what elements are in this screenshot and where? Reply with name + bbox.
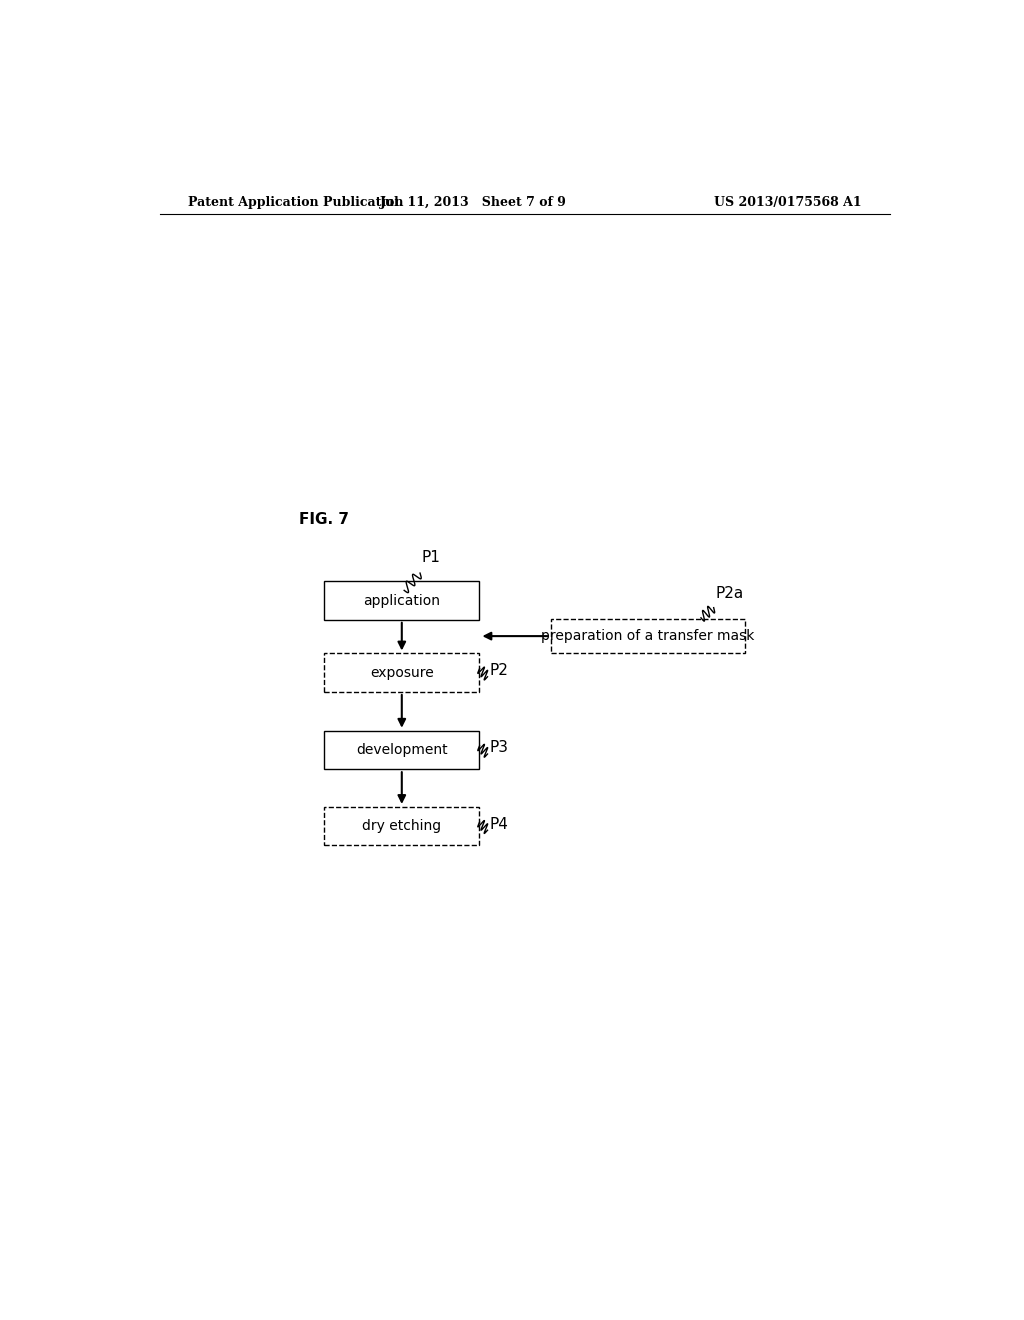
Text: P2a: P2a: [715, 586, 743, 601]
Bar: [325, 581, 479, 620]
Text: exposure: exposure: [370, 665, 434, 680]
Bar: [551, 619, 745, 653]
Bar: [325, 731, 479, 770]
Text: US 2013/0175568 A1: US 2013/0175568 A1: [715, 195, 862, 209]
Text: Jul. 11, 2013   Sheet 7 of 9: Jul. 11, 2013 Sheet 7 of 9: [380, 195, 566, 209]
Text: development: development: [356, 743, 447, 756]
Text: FIG. 7: FIG. 7: [299, 512, 348, 527]
Bar: [325, 807, 479, 846]
Text: P3: P3: [489, 741, 508, 755]
Text: Patent Application Publication: Patent Application Publication: [187, 195, 403, 209]
Text: P4: P4: [489, 817, 508, 832]
Text: P2: P2: [489, 663, 508, 678]
Text: application: application: [364, 594, 440, 607]
Bar: [325, 653, 479, 692]
Text: preparation of a transfer mask: preparation of a transfer mask: [541, 630, 755, 643]
Text: P1: P1: [422, 550, 440, 565]
Text: dry etching: dry etching: [362, 820, 441, 833]
